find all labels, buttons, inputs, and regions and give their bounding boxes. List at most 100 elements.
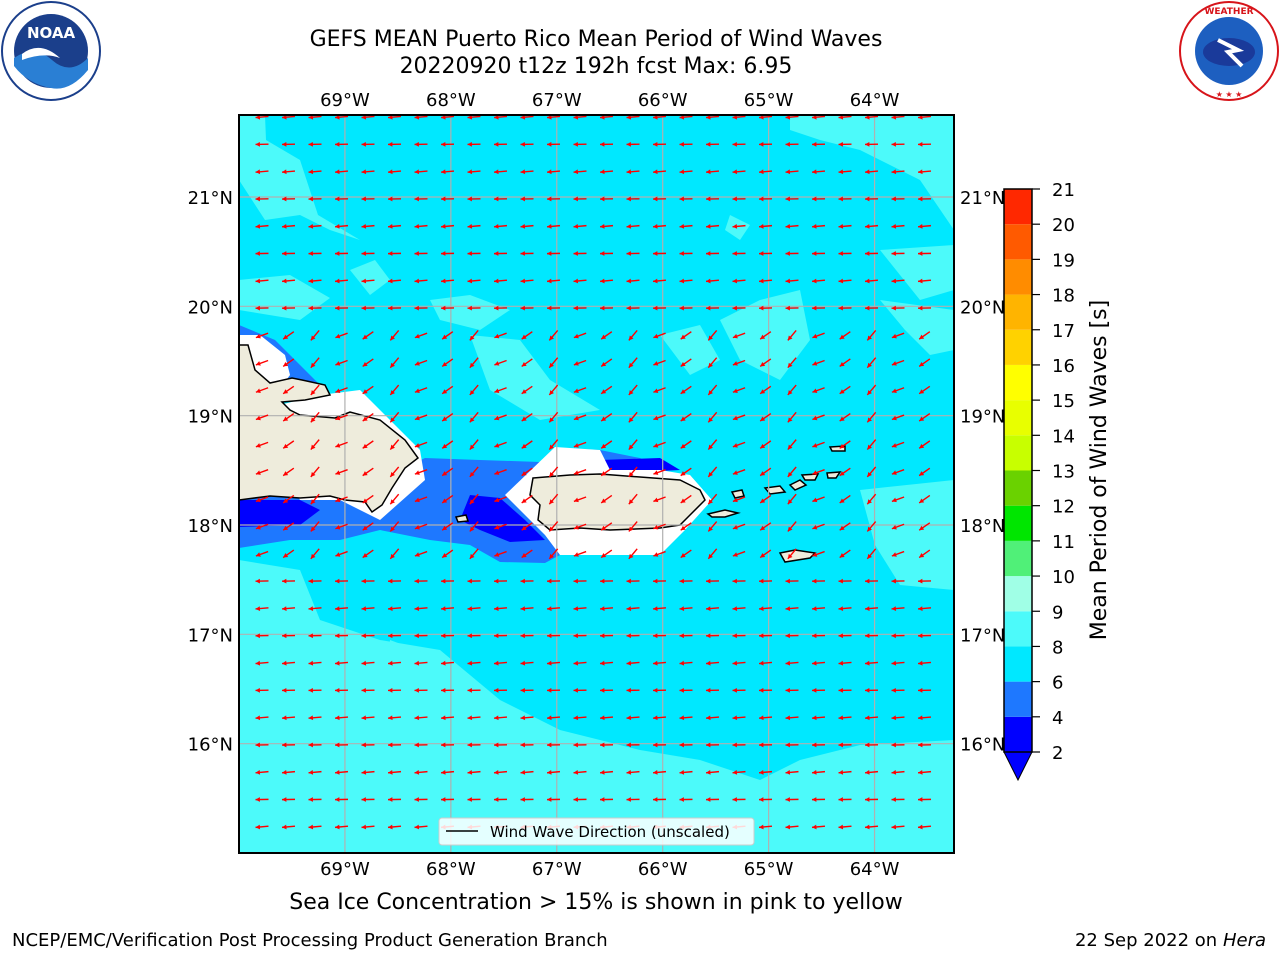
wave-direction-arrow xyxy=(308,687,322,693)
map-frame xyxy=(238,114,955,854)
wave-direction-arrow xyxy=(812,332,825,339)
wave-direction-arrow xyxy=(732,359,746,366)
wave-direction-arrow xyxy=(785,305,799,311)
wave-direction-arrow xyxy=(281,278,296,284)
map-legend: Wind Wave Direction (unscaled) xyxy=(438,817,755,846)
wave-direction-arrow xyxy=(361,115,375,120)
wave-direction-arrow xyxy=(414,633,428,639)
wave-direction-arrow xyxy=(281,824,296,830)
wave-direction-arrow xyxy=(732,633,746,639)
wave-direction-arrow xyxy=(469,384,479,396)
wave-direction-arrow xyxy=(335,469,348,475)
wave-direction-arrow xyxy=(679,196,693,202)
wave-direction-arrow xyxy=(626,606,640,611)
wave-direction-arrow xyxy=(838,606,852,611)
wave-direction-arrow xyxy=(362,412,374,422)
wave-direction-arrow xyxy=(414,824,428,830)
wave-direction-arrow xyxy=(917,660,932,666)
wave-direction-arrow xyxy=(679,606,693,611)
wave-direction-arrow xyxy=(494,332,507,339)
wave-direction-arrow xyxy=(255,387,269,393)
wave-direction-arrow xyxy=(573,687,587,693)
wave-direction-arrow xyxy=(732,305,746,311)
wave-direction-arrow xyxy=(469,329,479,341)
wave-direction-arrow xyxy=(441,440,454,449)
wave-direction-arrow xyxy=(282,494,295,504)
wave-direction-arrow xyxy=(628,493,638,505)
wave-direction-arrow xyxy=(361,578,375,584)
wave-direction-arrow xyxy=(679,769,693,775)
wave-direction-arrow xyxy=(467,115,481,120)
wave-direction-arrow xyxy=(467,769,481,775)
wave-direction-arrow xyxy=(785,115,799,120)
wave-direction-arrow xyxy=(864,115,879,120)
wave-direction-arrow xyxy=(389,411,400,423)
colorbar-band xyxy=(1004,259,1032,295)
wave-direction-arrow xyxy=(787,384,797,396)
wave-direction-arrow xyxy=(811,606,826,611)
colorbar-bands xyxy=(1004,189,1032,752)
wave-direction-arrow xyxy=(281,715,296,721)
wave-direction-arrow xyxy=(255,169,269,175)
wave-direction-arrow xyxy=(864,223,879,229)
wave-direction-arrow xyxy=(546,797,561,802)
wave-direction-arrow xyxy=(573,550,587,557)
wave-direction-arrow xyxy=(758,742,773,748)
wave-direction-arrow xyxy=(839,440,851,449)
wave-direction-arrow xyxy=(917,223,932,229)
lon-label-top: 64°W xyxy=(850,90,900,111)
wave-direction-arrow xyxy=(628,439,638,451)
wave-direction-arrow xyxy=(387,742,402,748)
wave-direction-arrow xyxy=(599,769,614,775)
wave-direction-arrow xyxy=(891,523,905,530)
wave-direction-arrow xyxy=(811,115,826,120)
wave-direction-arrow xyxy=(705,223,720,229)
wave-direction-arrow xyxy=(653,332,666,339)
wave-direction-arrow xyxy=(441,412,454,422)
wave-direction-arrow xyxy=(891,414,905,421)
wave-direction-arrow xyxy=(917,606,932,611)
wave-direction-arrow xyxy=(282,358,295,368)
wave-direction-arrow xyxy=(652,660,667,666)
wave-direction-arrow xyxy=(362,440,374,449)
wave-direction-arrow xyxy=(787,521,797,532)
wave-direction-arrow xyxy=(680,494,692,504)
wave-direction-arrow xyxy=(732,414,746,421)
wave-direction-arrow xyxy=(838,715,852,721)
wave-direction-arrow xyxy=(361,742,375,748)
wave-direction-arrow xyxy=(494,441,507,448)
wave-direction-arrow xyxy=(282,412,295,422)
wave-direction-arrow xyxy=(759,522,772,531)
wave-direction-arrow xyxy=(440,769,455,775)
wave-direction-arrow xyxy=(758,305,773,311)
wave-direction-arrow xyxy=(705,742,720,748)
lon-label-top: 69°W xyxy=(320,90,370,111)
wave-direction-arrow xyxy=(310,466,320,478)
lon-label-bottom: 68°W xyxy=(426,859,476,880)
wave-direction-arrow xyxy=(548,548,559,560)
wave-direction-arrow xyxy=(520,223,534,229)
wave-direction-arrow xyxy=(255,797,269,802)
wave-direction-arrow xyxy=(310,493,320,505)
wave-direction-arrow xyxy=(335,523,348,530)
wave-direction-arrow xyxy=(705,305,720,311)
wave-direction-arrow xyxy=(308,223,322,229)
wave-direction-arrow xyxy=(414,169,428,175)
wave-direction-arrow xyxy=(839,358,851,368)
wave-direction-arrow xyxy=(441,358,454,368)
colorbar-band xyxy=(1004,294,1032,330)
wave-direction-arrow xyxy=(917,824,932,830)
wave-direction-arrow xyxy=(917,251,932,256)
wave-direction-arrow xyxy=(255,550,269,557)
wave-direction-arrow xyxy=(440,223,455,229)
wave-direction-arrow xyxy=(440,169,455,175)
wave-direction-arrow xyxy=(387,305,402,311)
wave-direction-arrow xyxy=(334,660,349,666)
wave-direction-arrow xyxy=(680,331,692,340)
wave-direction-arrow xyxy=(414,441,428,448)
wave-direction-arrow xyxy=(573,742,587,748)
wave-direction-arrow xyxy=(812,414,825,421)
wave-direction-arrow xyxy=(839,549,851,559)
wave-direction-arrow xyxy=(281,742,296,748)
wave-direction-arrow xyxy=(334,578,349,584)
